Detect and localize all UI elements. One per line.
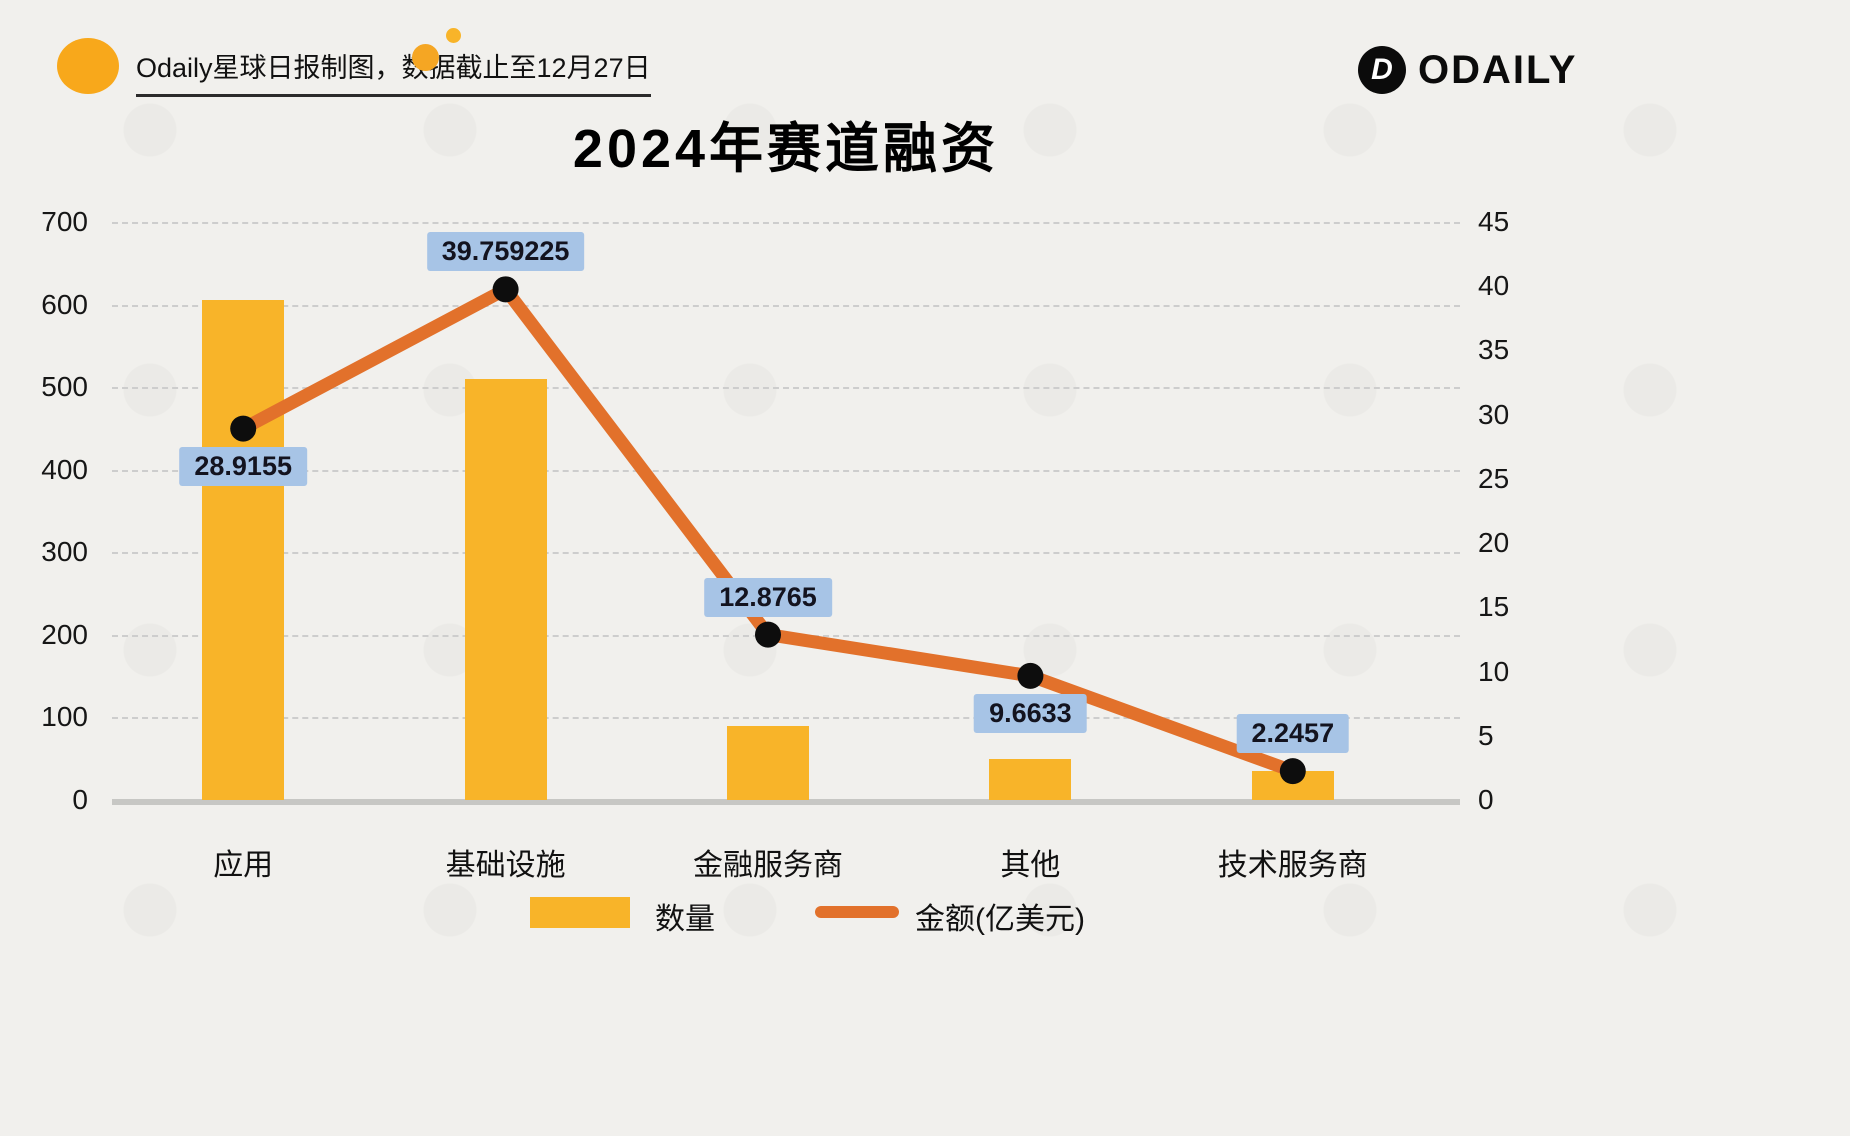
- data-point-金融服务商: [755, 621, 781, 648]
- legend-label-quantity: 数量: [655, 903, 715, 936]
- data-label-12.8765: 12.8765: [704, 577, 832, 617]
- right-axis-tick: 0: [1478, 784, 1494, 815]
- gridline: [112, 304, 1460, 307]
- left-axis-tick: 400: [41, 453, 88, 485]
- gridline: [112, 717, 1460, 720]
- left-axis-tick: 700: [41, 206, 88, 237]
- right-axis-tick: 10: [1478, 655, 1510, 687]
- gridline: [112, 222, 1460, 224]
- data-point-基础设施: [492, 276, 519, 303]
- legend-bar-swatch: [530, 897, 630, 928]
- chart-source-caption: Odaily星球日报制图，数据截止至12月27日: [136, 46, 651, 97]
- left-axis-tick: 200: [41, 618, 88, 650]
- right-axis-tick: 15: [1478, 591, 1510, 623]
- x-axis-label-其他: 其他: [1000, 849, 1061, 882]
- left-axis-tick: 100: [41, 701, 88, 733]
- left-axis-tick: 500: [41, 371, 88, 403]
- bar-应用: [202, 300, 285, 800]
- right-axis-tick: 25: [1478, 462, 1510, 494]
- brand-wordmark: ODAILY: [1418, 47, 1578, 92]
- data-label-39.759225: 39.759225: [426, 232, 585, 272]
- legend-label-amount: 金额(亿美元): [915, 903, 1085, 936]
- bar-其他: [989, 758, 1072, 800]
- odaily-logo-dot: [57, 38, 119, 94]
- right-axis-tick: 35: [1478, 334, 1510, 366]
- decorative-dot-large: [412, 44, 439, 71]
- odaily-brand-logo: D ODAILY: [1358, 46, 1577, 94]
- data-point-技术服务商: [1279, 758, 1306, 785]
- left-axis-tick: 300: [41, 536, 88, 568]
- odaily-logo-icon: D: [1358, 46, 1406, 94]
- amount-line: [236, 282, 1300, 778]
- left-axis-tick: 0: [72, 784, 88, 815]
- right-axis-tick: 40: [1478, 270, 1510, 302]
- gridline: [112, 469, 1460, 472]
- x-axis-label-应用: 应用: [213, 849, 274, 882]
- amount-line-chart: [230, 276, 1306, 785]
- legend-line-swatch: [815, 906, 899, 918]
- left-axis-tick: 600: [41, 288, 88, 320]
- right-axis-tick: 45: [1478, 206, 1510, 237]
- data-label-28.9155: 28.9155: [179, 446, 307, 486]
- data-point-应用: [230, 415, 257, 442]
- right-axis-tick: 20: [1478, 527, 1510, 559]
- x-axis-label-技术服务商: 技术服务商: [1217, 849, 1368, 882]
- gridline: [112, 552, 1460, 555]
- x-axis-label-基础设施: 基础设施: [445, 849, 566, 882]
- data-point-其他: [1017, 662, 1044, 689]
- data-label-2.2457: 2.2457: [1236, 714, 1350, 754]
- bar-基础设施: [464, 378, 547, 800]
- x-axis-label-金融服务商: 金融服务商: [693, 849, 843, 882]
- chart-title: 2024年赛道融资: [572, 119, 1000, 179]
- gridline: [112, 387, 1460, 390]
- right-axis-tick: 5: [1478, 719, 1494, 751]
- x-axis-line: [112, 799, 1460, 805]
- bar-金融服务商: [727, 725, 809, 800]
- right-axis-tick: 30: [1478, 398, 1510, 430]
- decorative-dot-small: [446, 28, 461, 43]
- chart-plot-area: 0 100 200 300 400 500 600 700 0 5 10 15 20 25 30 35 40 45…: [41, 206, 1509, 882]
- data-label-9.6633: 9.6633: [974, 693, 1087, 733]
